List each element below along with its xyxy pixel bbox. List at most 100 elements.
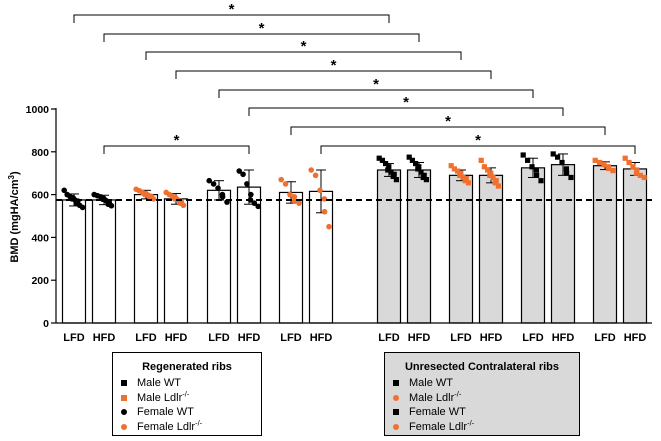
data-point (457, 172, 463, 178)
y-axis-label-text: BMD (mgHA/cm (9, 179, 21, 262)
legend-label-sup: -/- (182, 389, 190, 399)
significance-star: * (445, 113, 451, 130)
data-point (641, 174, 647, 181)
data-point (478, 157, 484, 163)
data-point (529, 164, 535, 170)
legend-item: Male WT (113, 376, 261, 391)
bar-10 (448, 174, 474, 324)
y-axis-layer: 0 200 400 600 800 1000 (26, 104, 652, 330)
significance-star: * (373, 76, 379, 93)
data-point (525, 157, 531, 163)
significance-star: * (301, 38, 307, 55)
data-point (393, 177, 399, 183)
significance-bracket (320, 145, 636, 154)
data-point (215, 185, 221, 191)
square-marker-icon (121, 394, 127, 401)
data-point (564, 170, 570, 176)
legend-item: Female Ldlr-/- (113, 419, 261, 435)
legend-item: Female WT (385, 405, 579, 420)
x-tick-label: LFD (135, 332, 156, 344)
significance-layer: * * * * * * * * * (73, 1, 636, 154)
data-point (563, 166, 569, 172)
data-point (236, 168, 242, 174)
data-point (420, 174, 426, 181)
bar-1 (91, 199, 117, 324)
data-point (108, 202, 115, 209)
data-point (385, 167, 391, 173)
data-point (597, 159, 603, 166)
significance-bracket (218, 89, 534, 98)
data-point (326, 223, 332, 230)
data-point (485, 167, 491, 173)
data-point (626, 159, 632, 166)
circle-marker-icon (393, 423, 399, 430)
legend-label: Female Ldlr (409, 420, 468, 433)
data-point (559, 159, 565, 166)
x-tick-label: LFD (63, 332, 84, 344)
data-point (219, 193, 226, 200)
data-point (317, 187, 323, 194)
bar-12 (520, 167, 546, 324)
data-point (538, 178, 544, 184)
legend-label: Male Ldlr (137, 391, 183, 404)
data-point (637, 172, 643, 178)
y-axis-label-close: ) (9, 171, 21, 175)
data-point (555, 154, 561, 160)
data-point (487, 172, 493, 178)
bar-14 (592, 165, 618, 324)
data-point (388, 169, 394, 175)
legend-item: Female Ldlr-/- (385, 419, 579, 435)
x-tick-label: LFD (378, 332, 399, 344)
x-tick-label: LFD (522, 332, 543, 344)
data-point (251, 200, 258, 206)
data-point (495, 183, 501, 189)
data-point (383, 160, 389, 167)
data-point (492, 180, 498, 186)
data-point (409, 157, 415, 163)
data-point (533, 167, 539, 173)
x-tick-label: LFD (594, 332, 615, 344)
data-point (462, 178, 468, 184)
data-point (386, 164, 392, 170)
legend-label: Male WT (137, 377, 181, 390)
significance-bracket (73, 14, 390, 23)
data-point (465, 180, 471, 186)
data-point (633, 170, 640, 176)
x-tick-label: HFD (480, 332, 503, 344)
legend-regenerated-ribs: Regenerated ribs Male WT Male Ldlr-/- Fe… (112, 352, 262, 436)
data-point (418, 169, 424, 175)
legend-label: Female WT (137, 406, 194, 419)
square-marker-icon (393, 380, 399, 387)
data-point (248, 191, 254, 198)
data-point (210, 181, 217, 187)
bar-8 (376, 169, 402, 324)
data-point (606, 165, 612, 172)
data-point (451, 166, 457, 172)
y-tick-label: 800 (31, 147, 49, 159)
data-point (240, 171, 246, 178)
x-tick-label: HFD (624, 332, 647, 344)
x-tick-label: HFD (552, 332, 575, 344)
x-tick-label: LFD (208, 332, 229, 344)
bar-11 (478, 174, 504, 324)
significance-bracket (248, 107, 564, 116)
circle-marker-icon (393, 394, 399, 401)
x-tick-label: LFD (280, 332, 301, 344)
significance-bracket (103, 33, 420, 42)
y-tick-label: 400 (31, 232, 49, 244)
bar-3 (163, 198, 189, 324)
data-point (568, 174, 574, 181)
data-point (379, 157, 385, 163)
data-point (601, 162, 607, 168)
significance-bracket (145, 51, 462, 60)
bar-4 (206, 189, 232, 324)
bar-2 (133, 194, 159, 324)
significance-bracket (175, 70, 492, 79)
data-point (520, 152, 526, 158)
data-point (312, 172, 319, 179)
y-tick-label: 200 (31, 275, 49, 287)
data-point (481, 164, 487, 170)
data-point (321, 196, 328, 202)
square-marker-icon (393, 409, 399, 416)
